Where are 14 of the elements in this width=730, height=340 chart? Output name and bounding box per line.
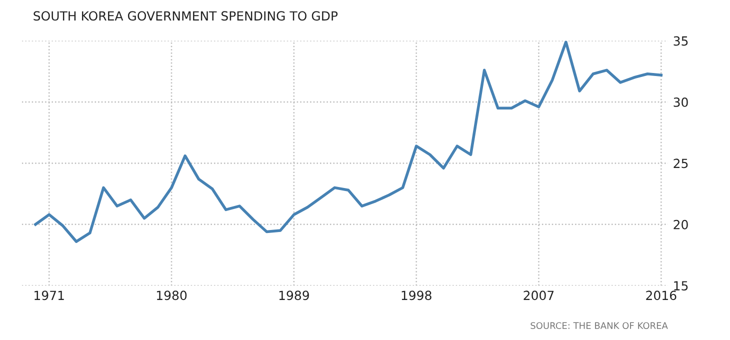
x-tick-label: 2016 [646, 290, 676, 300]
y-tick-label: 35 [674, 36, 688, 46]
x-tick-label: 1971 [34, 290, 64, 300]
chart-title: SOUTH KOREA GOVERNMENT SPENDING TO GDP [34, 11, 338, 21]
line-series [34, 40, 663, 243]
y-tick-label: 30 [674, 97, 688, 107]
x-tick-label: 1998 [402, 290, 432, 300]
y-tick-label: 15 [674, 281, 688, 291]
x-tick-label: 2007 [524, 290, 554, 300]
source-note: SOURCE: THE BANK OF KOREA [530, 322, 668, 330]
x-tick-label: 1980 [156, 290, 187, 300]
y-tick-label: 20 [674, 220, 688, 230]
y-tick-label: 25 [674, 158, 688, 168]
x-tick-label: 1989 [279, 290, 309, 300]
